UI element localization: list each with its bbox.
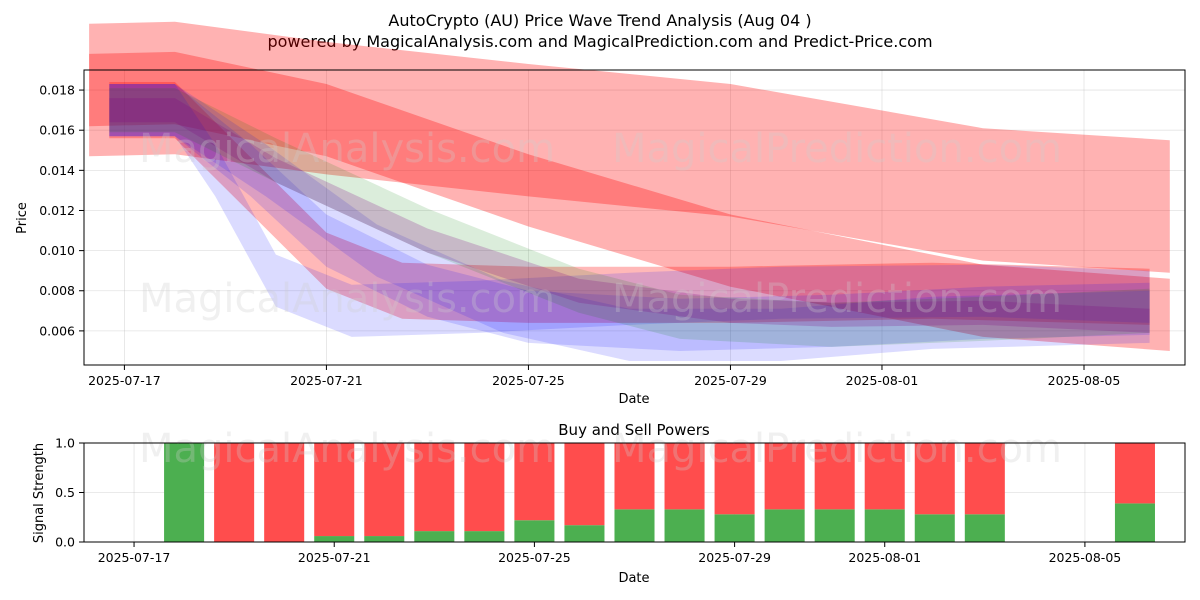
buy-bar bbox=[914, 514, 955, 542]
y-tick-label: 0.5 bbox=[55, 485, 75, 500]
x-tick-label: 2025-07-25 bbox=[492, 373, 565, 388]
watermark-text: MagicalAnalysis.com bbox=[139, 276, 555, 322]
price-chart-grid bbox=[84, 70, 1185, 365]
buy-bar bbox=[564, 525, 605, 542]
buy-bar bbox=[364, 536, 405, 542]
buy-bar bbox=[1114, 503, 1155, 542]
buy-bar bbox=[764, 509, 805, 542]
sell-bar bbox=[864, 443, 905, 510]
x-tick-label: 2025-07-29 bbox=[694, 373, 767, 388]
x-tick-label: 2025-07-29 bbox=[698, 550, 771, 565]
chart-subtitle: powered by MagicalAnalysis.com and Magic… bbox=[267, 32, 932, 51]
sell-bar bbox=[1114, 443, 1155, 504]
signal-chart-y-label: Signal Strength bbox=[32, 443, 47, 543]
buy-bar bbox=[614, 509, 655, 542]
signal-chart-y-ticks: 0.0 0.5 1.0 bbox=[55, 436, 84, 550]
buy-bar bbox=[164, 443, 205, 542]
signal-chart-x-label: Date bbox=[618, 571, 649, 586]
chart-title: AutoCrypto (AU) Price Wave Trend Analysi… bbox=[388, 11, 811, 30]
wave-band bbox=[109, 88, 1150, 347]
wave-band bbox=[109, 84, 1150, 351]
y-tick-label: 0.018 bbox=[39, 83, 75, 98]
wave-band bbox=[109, 82, 1150, 325]
price-chart-x-label: Date bbox=[618, 392, 649, 407]
sell-bar bbox=[914, 443, 955, 515]
price-chart-x-ticks: 2025-07-17 2025-07-21 2025-07-25 2025-07-29… bbox=[88, 365, 1120, 388]
buy-bar bbox=[414, 531, 455, 542]
wave-band bbox=[109, 98, 1150, 333]
sell-bar bbox=[514, 443, 555, 521]
x-tick-label: 2025-08-05 bbox=[1048, 373, 1121, 388]
buy-bar bbox=[714, 514, 755, 542]
sell-bar bbox=[314, 443, 355, 537]
y-tick-label: 0.012 bbox=[39, 203, 75, 218]
sell-bar bbox=[664, 443, 705, 510]
sell-bar bbox=[264, 443, 305, 542]
x-tick-label: 2025-07-17 bbox=[98, 550, 171, 565]
x-tick-label: 2025-07-17 bbox=[88, 373, 161, 388]
signal-bars bbox=[164, 443, 1155, 542]
y-tick-label: 0.010 bbox=[39, 243, 75, 258]
y-tick-label: 0.008 bbox=[39, 283, 75, 298]
sell-bar bbox=[964, 443, 1005, 515]
wave-band bbox=[89, 51, 1170, 352]
y-tick-label: 0.006 bbox=[39, 323, 75, 338]
buy-bar bbox=[464, 531, 505, 542]
x-tick-label: 2025-08-01 bbox=[848, 550, 921, 565]
x-tick-label: 2025-07-21 bbox=[290, 373, 363, 388]
watermark-text: MagicalAnalysis.com bbox=[139, 426, 555, 472]
wave-band bbox=[109, 84, 1150, 337]
buy-bar bbox=[664, 509, 705, 542]
watermark-text: MagicalPrediction.com bbox=[612, 276, 1062, 322]
x-tick-label: 2025-07-25 bbox=[498, 550, 571, 565]
price-chart-y-label: Price bbox=[15, 202, 30, 234]
sell-bar bbox=[414, 443, 455, 532]
watermark-text: MagicalPrediction.com bbox=[612, 426, 1062, 472]
y-tick-label: 0.016 bbox=[39, 123, 75, 138]
buy-bar bbox=[814, 509, 855, 542]
x-tick-label: 2025-08-01 bbox=[846, 373, 919, 388]
sell-bar bbox=[464, 443, 505, 532]
price-chart-frame bbox=[83, 69, 1186, 366]
price-chart-y-ticks: 0.006 0.008 0.010 0.012 0.014 0.016 0.018 bbox=[39, 83, 84, 338]
y-tick-label: 1.0 bbox=[55, 436, 75, 451]
buy-bar bbox=[864, 509, 905, 542]
x-tick-label: 2025-08-05 bbox=[1049, 550, 1122, 565]
buy-bar bbox=[964, 514, 1005, 542]
signal-chart-title: Buy and Sell Powers bbox=[558, 421, 710, 439]
sell-bar bbox=[214, 443, 255, 542]
wave-band bbox=[109, 84, 1150, 361]
sell-bar bbox=[814, 443, 855, 510]
price-chart-watermarks: MagicalAnalysis.com MagicalPrediction.co… bbox=[139, 126, 1062, 322]
signal-chart-watermarks: MagicalAnalysis.com MagicalPrediction.co… bbox=[139, 426, 1062, 472]
y-tick-label: 0.014 bbox=[39, 163, 75, 178]
sell-bar bbox=[764, 443, 805, 510]
buy-bar bbox=[314, 536, 355, 542]
x-tick-label: 2025-07-21 bbox=[298, 550, 371, 565]
buy-bar bbox=[514, 520, 555, 542]
wave-band bbox=[89, 21, 1170, 273]
sell-bar bbox=[564, 443, 605, 526]
price-wave-bands bbox=[89, 21, 1170, 361]
watermark-text: MagicalAnalysis.com bbox=[139, 126, 555, 172]
y-tick-label: 0.0 bbox=[55, 535, 75, 550]
sell-bar bbox=[614, 443, 655, 510]
sell-bar bbox=[714, 443, 755, 515]
sell-bar bbox=[364, 443, 405, 537]
watermark-text: MagicalPrediction.com bbox=[612, 126, 1062, 172]
signal-chart-x-ticks: 2025-07-17 2025-07-21 2025-07-25 2025-07-29… bbox=[98, 542, 1122, 565]
